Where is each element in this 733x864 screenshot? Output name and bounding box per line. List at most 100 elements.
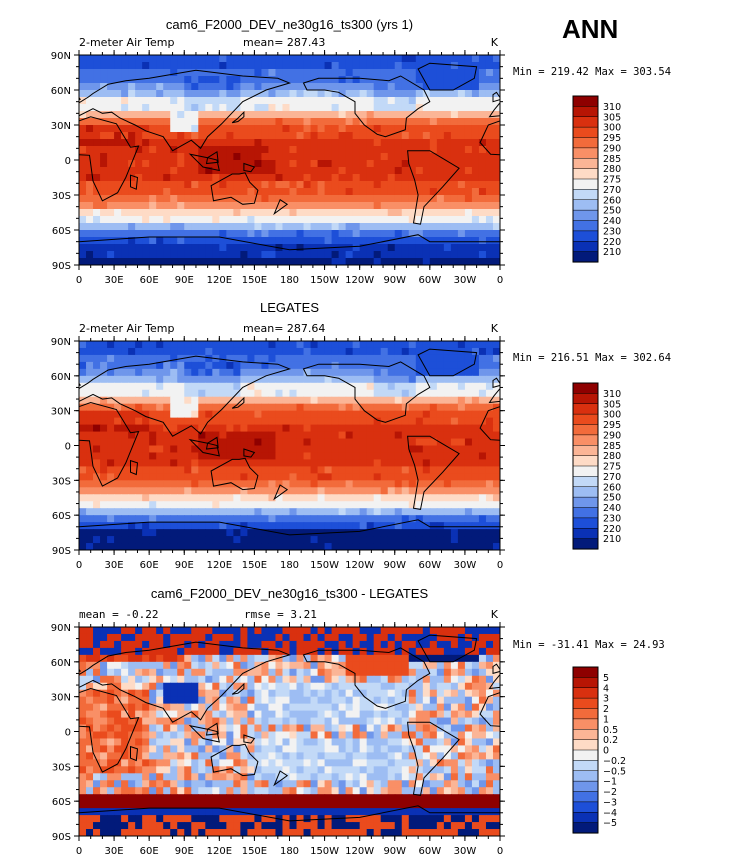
grid-cell — [128, 445, 136, 454]
grid-cell — [170, 445, 178, 454]
grid-cell — [191, 682, 199, 691]
grid-cell — [415, 717, 424, 726]
grid-cell — [205, 668, 213, 677]
grid-cell — [359, 473, 368, 481]
grid-cell — [450, 90, 459, 98]
grid-cell — [317, 347, 326, 356]
grid-cell — [128, 675, 136, 684]
grid-cell — [464, 452, 473, 461]
grid-cell — [457, 223, 466, 231]
grid-cell — [156, 480, 164, 488]
grid-cell — [317, 417, 326, 426]
grid-cell — [128, 661, 136, 670]
grid-cell — [100, 668, 108, 677]
grid-cell — [219, 83, 227, 91]
grid-cell — [366, 627, 375, 635]
grid-cell — [289, 174, 298, 182]
grid-cell — [100, 466, 108, 474]
grid-cell — [156, 494, 164, 502]
grid-cell — [219, 410, 227, 419]
grid-cell — [310, 403, 319, 412]
grid-cell — [121, 675, 129, 684]
grid-cell — [254, 487, 263, 495]
grid-cell — [457, 209, 466, 217]
grid-cell — [331, 536, 340, 544]
grid-cell — [380, 675, 389, 684]
grid-cell — [303, 354, 312, 363]
grid-cell — [317, 55, 326, 63]
grid-cell — [359, 181, 368, 189]
grid-cell — [408, 223, 417, 231]
grid-cell — [170, 696, 178, 705]
grid-cell — [275, 188, 284, 196]
grid-cell — [415, 452, 424, 461]
grid-cell — [93, 661, 101, 670]
grid-cell — [436, 69, 445, 77]
grid-cell — [135, 403, 143, 412]
grid-cell — [464, 160, 473, 168]
grid-cell — [86, 97, 94, 105]
grid-cell — [184, 703, 192, 712]
grid-cell — [345, 216, 354, 224]
grid-cell — [79, 139, 87, 147]
grid-cell — [387, 251, 396, 259]
grid-cell — [282, 452, 291, 461]
grid-cell — [457, 389, 466, 398]
grid-cell — [310, 529, 319, 537]
grid-cell — [205, 654, 213, 663]
grid-cell — [184, 118, 192, 126]
grid-cell — [303, 668, 312, 677]
grid-cell — [373, 654, 382, 663]
grid-cell — [429, 146, 438, 154]
grid-cell — [219, 244, 227, 252]
grid-cell — [324, 111, 333, 119]
grid-cell — [422, 146, 431, 154]
grid-cell — [429, 139, 438, 147]
grid-cell — [345, 438, 354, 447]
grid-cell — [282, 230, 291, 238]
grid-cell — [373, 508, 382, 516]
grid-cell — [142, 424, 150, 433]
grid-cell — [436, 251, 445, 259]
grid-cell — [107, 438, 115, 447]
grid-cell — [86, 174, 94, 182]
grid-cell — [79, 396, 87, 405]
grid-cell — [485, 244, 494, 252]
grid-cell — [338, 195, 347, 203]
grid-cell — [359, 174, 368, 182]
grid-cell — [289, 97, 298, 105]
grid-cell — [128, 146, 136, 154]
grid-cell — [401, 90, 410, 98]
grid-cell — [289, 132, 298, 140]
grid-cell — [114, 62, 122, 70]
grid-cell — [212, 403, 220, 412]
grid-cell — [282, 459, 291, 467]
grid-cell — [303, 69, 312, 77]
grid-cell — [331, 424, 340, 433]
grid-cell — [282, 382, 291, 391]
grid-cell — [100, 55, 108, 63]
grid-cell — [163, 703, 171, 712]
grid-cell — [289, 382, 298, 391]
grid-cell — [226, 382, 234, 391]
grid-cell — [142, 188, 150, 196]
grid-cell — [205, 382, 213, 391]
grid-cell — [107, 55, 115, 63]
grid-cell — [366, 543, 375, 550]
grid-cell — [345, 368, 354, 377]
grid-cell — [86, 487, 94, 495]
grid-cell — [387, 445, 396, 454]
grid-cell — [184, 188, 192, 196]
grid-cell — [429, 445, 438, 454]
grid-cell — [422, 69, 431, 77]
grid-cell — [177, 375, 185, 384]
grid-cell — [86, 181, 94, 189]
grid-cell — [317, 209, 326, 217]
grid-cell — [366, 237, 375, 245]
grid-cell — [485, 347, 494, 356]
grid-cell — [198, 731, 206, 740]
grid-cell — [163, 132, 171, 140]
grid-cell — [282, 62, 291, 70]
grid-cell — [345, 375, 354, 384]
grid-cell — [296, 76, 305, 84]
